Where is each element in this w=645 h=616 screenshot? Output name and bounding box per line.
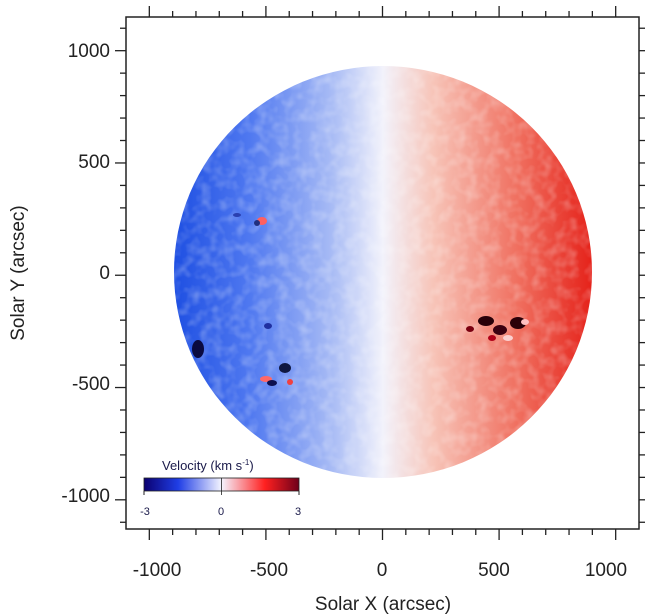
x-tick-labels: -1000 -500 0 500 1000: [133, 560, 627, 581]
colorbar-tick-label-min: -3: [140, 506, 150, 518]
y-tick-label: 0: [99, 263, 110, 284]
y-tick-label: 500: [78, 152, 110, 173]
axis-ticks: [115, 6, 645, 540]
x-tick-label: 1000: [585, 560, 627, 581]
colorbar-title: Velocity (km s-1): [162, 458, 254, 473]
y-tick-label: 1000: [68, 41, 110, 62]
x-axis-title: Solar X (arcsec): [315, 594, 451, 615]
x-tick-label: 0: [377, 560, 388, 581]
y-axis-title: Solar Y (arcsec): [8, 205, 29, 341]
x-tick-label: -1000: [133, 560, 182, 581]
y-tick-label: -1000: [61, 486, 110, 507]
solar-disk: [174, 66, 592, 478]
colorbar-tick-label-zero: 0: [218, 506, 224, 518]
colorbar-tick-label-max: 3: [295, 506, 301, 518]
y-tick-label: -500: [72, 374, 110, 395]
y-tick-labels: 1000 500 0 -500 -1000: [61, 41, 110, 507]
disk-granulation-texture: [174, 66, 592, 478]
active-region-east: [192, 213, 293, 386]
active-region-west: [466, 316, 529, 341]
x-tick-label: 500: [478, 560, 510, 581]
x-tick-label: -500: [250, 560, 288, 581]
colorbar: Velocity (km s-1) -3 0 3: [140, 458, 301, 518]
